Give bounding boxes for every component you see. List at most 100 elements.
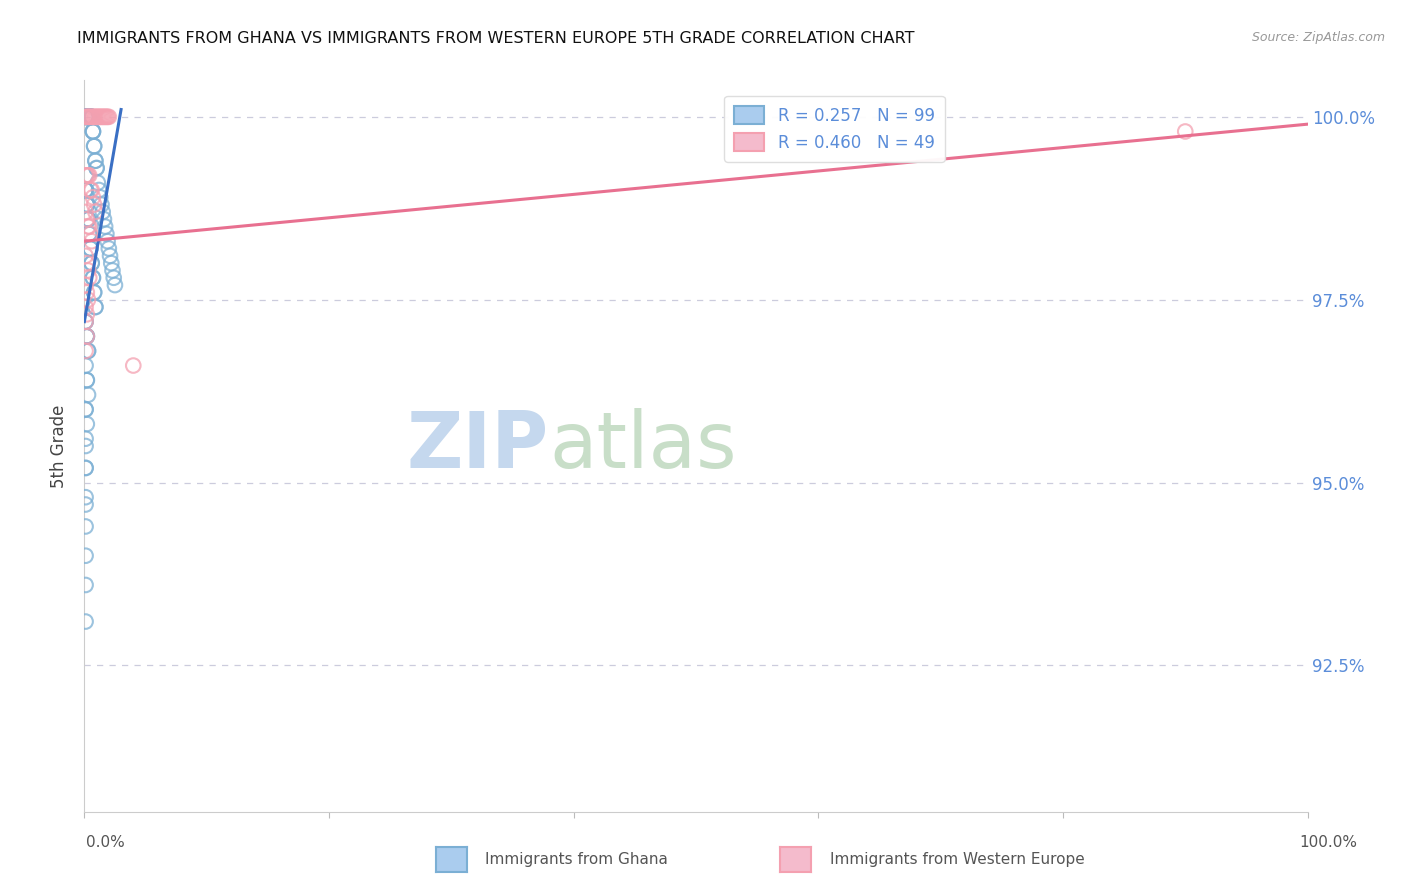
Point	[75, 343, 97, 358]
Point	[91, 205, 114, 219]
Point	[79, 110, 101, 124]
Point	[89, 190, 111, 204]
Point	[75, 549, 97, 563]
Point	[79, 110, 101, 124]
Point	[76, 197, 98, 211]
Point	[83, 285, 105, 300]
Point	[79, 242, 101, 256]
Point	[101, 263, 124, 277]
Point	[97, 242, 120, 256]
Text: IMMIGRANTS FROM GHANA VS IMMIGRANTS FROM WESTERN EUROPE 5TH GRADE CORRELATION CH: IMMIGRANTS FROM GHANA VS IMMIGRANTS FROM…	[77, 31, 915, 46]
Point	[75, 359, 97, 373]
Point	[75, 183, 97, 197]
Point	[76, 373, 98, 387]
Point	[84, 110, 107, 124]
Point	[76, 329, 98, 343]
Point	[75, 110, 97, 124]
Point	[83, 139, 105, 153]
Point	[84, 300, 107, 314]
Point	[75, 183, 97, 197]
Point	[77, 110, 100, 124]
Point	[76, 197, 98, 211]
Text: 100.0%: 100.0%	[1299, 836, 1358, 850]
Point	[1174, 124, 1197, 138]
Point	[77, 110, 100, 124]
Point	[77, 110, 100, 124]
Point	[75, 498, 97, 512]
Point	[93, 110, 115, 124]
Point	[76, 110, 98, 124]
Point	[98, 249, 121, 263]
Point	[122, 359, 145, 373]
Point	[77, 110, 100, 124]
Point	[80, 183, 103, 197]
Point	[77, 110, 100, 124]
Point	[87, 176, 110, 190]
Point	[86, 161, 108, 175]
Point	[77, 227, 100, 241]
Point	[79, 110, 101, 124]
Point	[75, 490, 97, 504]
Point	[97, 110, 120, 124]
Point	[75, 439, 97, 453]
Point	[97, 234, 120, 248]
Point	[76, 110, 98, 124]
Point	[100, 256, 122, 270]
Point	[75, 278, 97, 293]
Point	[76, 256, 98, 270]
Point	[77, 212, 100, 227]
Text: atlas: atlas	[550, 408, 737, 484]
Point	[80, 256, 103, 270]
Point	[82, 270, 104, 285]
Point	[75, 578, 97, 592]
Point	[76, 373, 98, 387]
Point	[77, 110, 100, 124]
Point	[75, 461, 97, 475]
Point	[80, 256, 103, 270]
Point	[83, 197, 105, 211]
Point	[76, 329, 98, 343]
Point	[77, 343, 100, 358]
Point	[75, 402, 97, 417]
Point	[75, 402, 97, 417]
Point	[75, 519, 97, 533]
Point	[79, 242, 101, 256]
Point	[83, 139, 105, 153]
Point	[91, 110, 114, 124]
Point	[76, 169, 98, 183]
Point	[77, 110, 100, 124]
Point	[82, 190, 104, 204]
Point	[79, 227, 101, 241]
Y-axis label: 5th Grade: 5th Grade	[51, 404, 69, 488]
Point	[83, 110, 105, 124]
Text: Source: ZipAtlas.com: Source: ZipAtlas.com	[1251, 31, 1385, 45]
Point	[75, 615, 97, 629]
Point	[76, 285, 98, 300]
Point	[75, 205, 97, 219]
Point	[77, 219, 100, 234]
Point	[76, 329, 98, 343]
Point	[77, 169, 100, 183]
Point	[76, 110, 98, 124]
Point	[76, 110, 98, 124]
Point	[76, 110, 98, 124]
Point	[93, 212, 115, 227]
Point	[77, 343, 100, 358]
Point	[77, 110, 100, 124]
Point	[87, 183, 110, 197]
Point	[75, 249, 97, 263]
Point	[82, 124, 104, 138]
Point	[80, 110, 103, 124]
Point	[83, 285, 105, 300]
Point	[77, 293, 100, 307]
Point	[75, 169, 97, 183]
Point	[77, 227, 100, 241]
Point	[77, 212, 100, 227]
Point	[84, 205, 107, 219]
Point	[77, 270, 100, 285]
Point	[77, 169, 100, 183]
Point	[77, 263, 100, 277]
Point	[77, 110, 100, 124]
Point	[80, 110, 103, 124]
Point	[79, 183, 101, 197]
